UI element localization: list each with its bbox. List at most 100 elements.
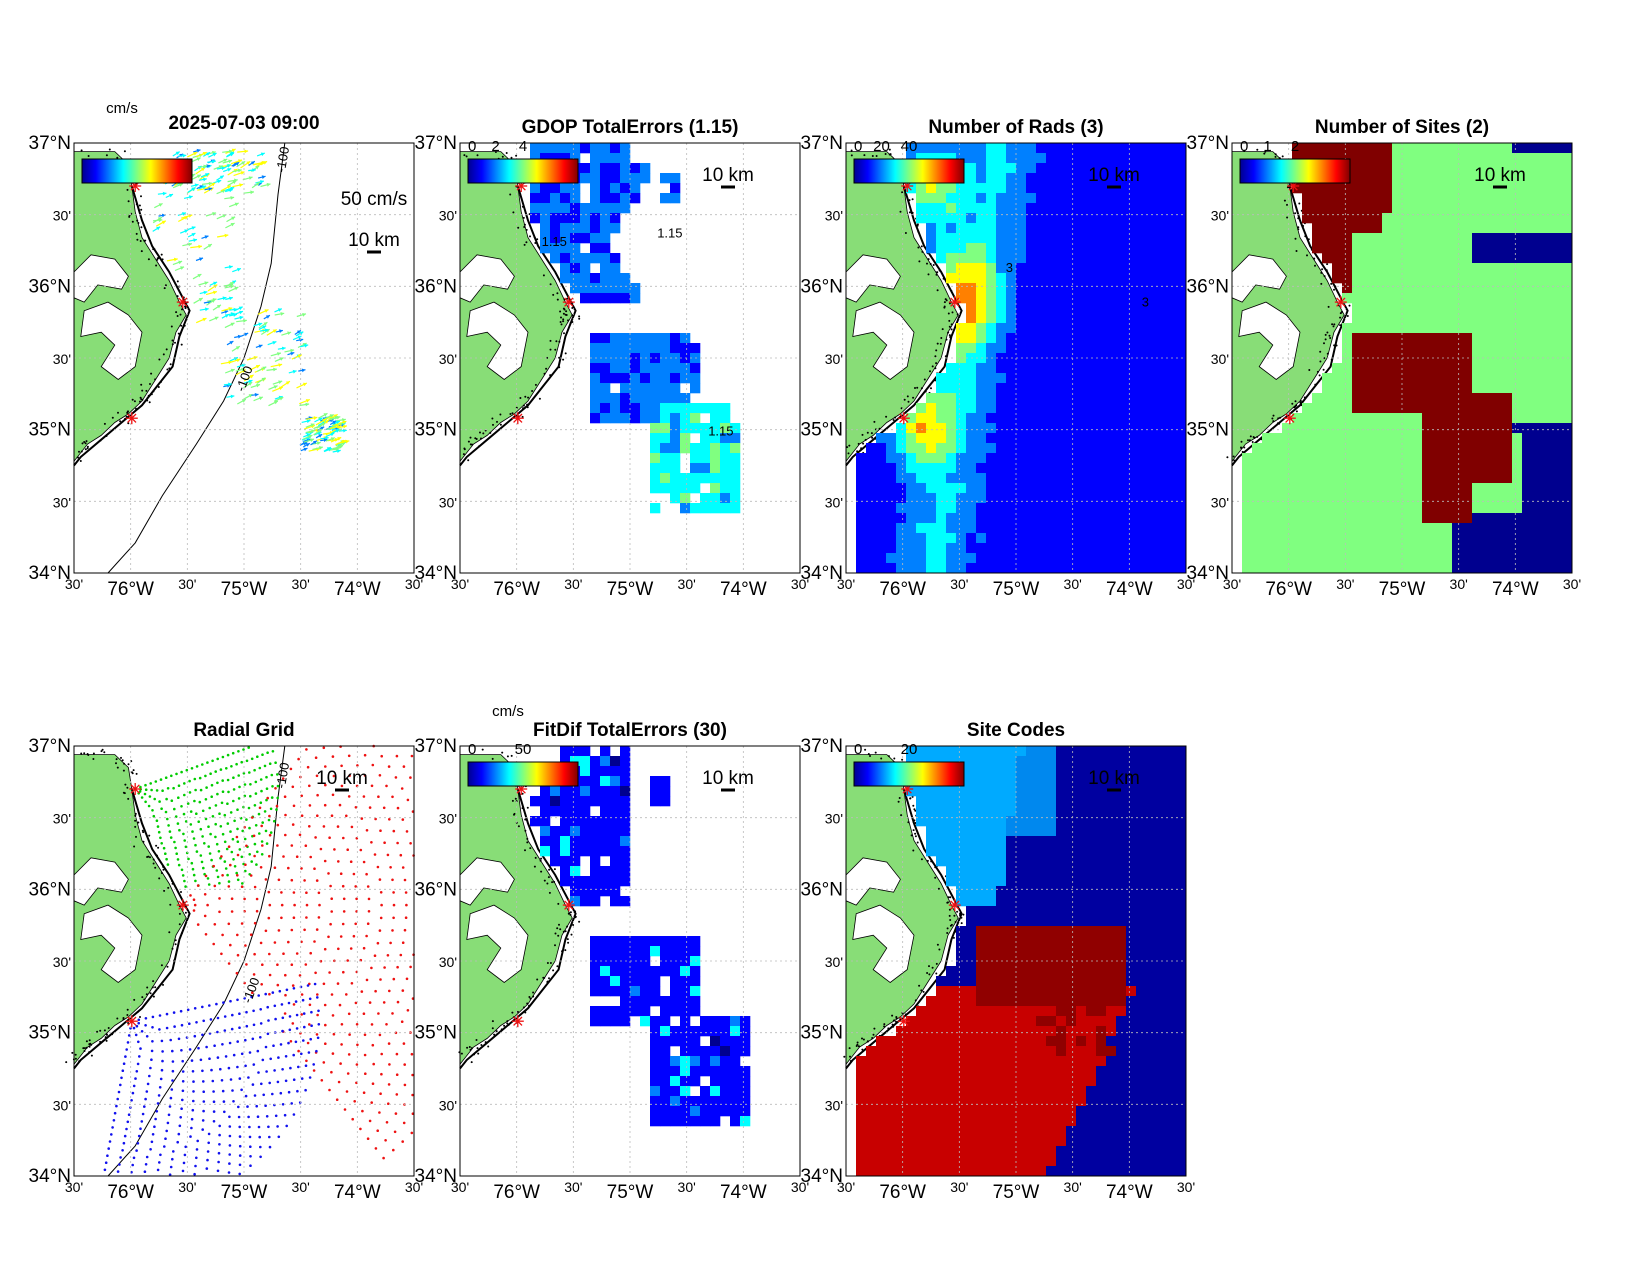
grid-cell [1086, 443, 1097, 454]
grid-cell [866, 543, 877, 554]
coastal-dot [936, 342, 939, 345]
grid-cell [1136, 463, 1147, 474]
grid-cell [1176, 543, 1187, 554]
grid-cell [1156, 323, 1167, 334]
radial-grid-point [373, 853, 377, 856]
grid-cell [1502, 233, 1513, 244]
grid-cell [1562, 153, 1573, 164]
grid-cell [1156, 333, 1167, 344]
coastal-dot [927, 258, 930, 261]
radial-grid-point [117, 1090, 121, 1094]
site-marker-icon [176, 296, 189, 309]
radial-grid-point [171, 1079, 174, 1082]
grid-cell [1056, 333, 1067, 344]
grid-cell [1342, 463, 1353, 474]
radial-grid-point [308, 1023, 311, 1026]
grid-cell [1452, 503, 1463, 514]
radial-grid-point [167, 1113, 171, 1117]
grid-cell [1066, 203, 1077, 214]
radial-grid-point [235, 762, 238, 766]
radial-grid-point [253, 804, 257, 807]
grid-cell [1432, 533, 1443, 544]
coastal-dot [850, 154, 853, 157]
grid-cell [1562, 433, 1573, 444]
grid-cell [1402, 263, 1413, 274]
grid-cell [1176, 183, 1187, 194]
grid-cell [1392, 243, 1403, 254]
grid-cell [1412, 563, 1423, 574]
coastal-dot [948, 325, 951, 328]
grid-cell [530, 153, 541, 164]
grid-cell [1352, 433, 1363, 444]
grid-cell [946, 563, 957, 574]
grid-cell [1382, 253, 1393, 264]
coastal-dot [135, 203, 138, 206]
grid-cell [1512, 393, 1523, 404]
lat-tick-label: 34°N [415, 563, 457, 584]
grid-cell [986, 533, 997, 544]
vector-arrowhead [273, 400, 278, 405]
grid-cell [1016, 493, 1027, 504]
grid-cell [1482, 293, 1493, 304]
grid-cell [530, 213, 541, 224]
vector-arrowhead [336, 449, 341, 453]
grid-cell [680, 483, 691, 494]
radial-grid-point [227, 885, 231, 888]
radial-grid-point [200, 860, 204, 864]
grid-cell [1026, 243, 1037, 254]
grid-cell [1086, 423, 1097, 434]
vector-arrowhead [212, 298, 217, 302]
grid-cell [690, 413, 701, 424]
coastal-dot [139, 240, 142, 242]
radial-grid-point [401, 989, 405, 992]
grid-cell [1156, 393, 1167, 404]
radial-grid-point [383, 841, 386, 844]
radial-grid-point [202, 1100, 206, 1103]
coastal-dot [1295, 410, 1298, 413]
grid-cell [1176, 213, 1187, 224]
radial-grid-point [212, 864, 215, 868]
grid-cell [1422, 213, 1433, 224]
grid-cell [1322, 463, 1333, 474]
grid-cell [916, 153, 927, 164]
vector-arrowhead [280, 312, 285, 316]
radial-grid-point [159, 778, 163, 781]
grid-cell [570, 283, 581, 294]
grid-cell [996, 443, 1007, 454]
grid-cell [1146, 553, 1157, 564]
grid-cell [610, 393, 621, 404]
vector-arrowhead [212, 153, 217, 157]
radial-grid-point [206, 877, 210, 880]
grid-cell [1502, 303, 1513, 314]
grid-cell [1026, 253, 1037, 264]
vector-arrowhead [218, 165, 223, 169]
radial-grid-point [371, 763, 375, 767]
grid-cell [590, 193, 601, 204]
grid-cell [1096, 143, 1107, 154]
vector-arrowhead [330, 437, 335, 441]
grid-cell [1402, 423, 1413, 434]
grid-cell [986, 333, 997, 344]
grid-cell [1126, 413, 1137, 424]
coastal-dot [135, 772, 138, 775]
radial-grid-point [281, 777, 285, 780]
grid-cell [1116, 483, 1127, 494]
grid-cell [1066, 503, 1077, 514]
radial-grid-point [119, 1083, 122, 1087]
grid-cell [570, 193, 581, 204]
grid-cell [1086, 243, 1097, 254]
grid-cell [1252, 503, 1263, 514]
radial-grid-point [282, 855, 285, 858]
grid-cell [956, 243, 967, 254]
grid-cell [660, 433, 671, 444]
lon-tick-label: 30' [65, 576, 83, 592]
grid-cell [946, 433, 957, 444]
radial-grid-point [150, 1140, 154, 1144]
radial-grid-point [264, 878, 268, 881]
colorbar [853, 158, 965, 184]
coastal-dot [489, 431, 492, 434]
grid-cell [1462, 143, 1473, 154]
radial-grid-point [340, 764, 343, 768]
grid-cell [1382, 563, 1393, 574]
grid-cell [1422, 183, 1433, 194]
